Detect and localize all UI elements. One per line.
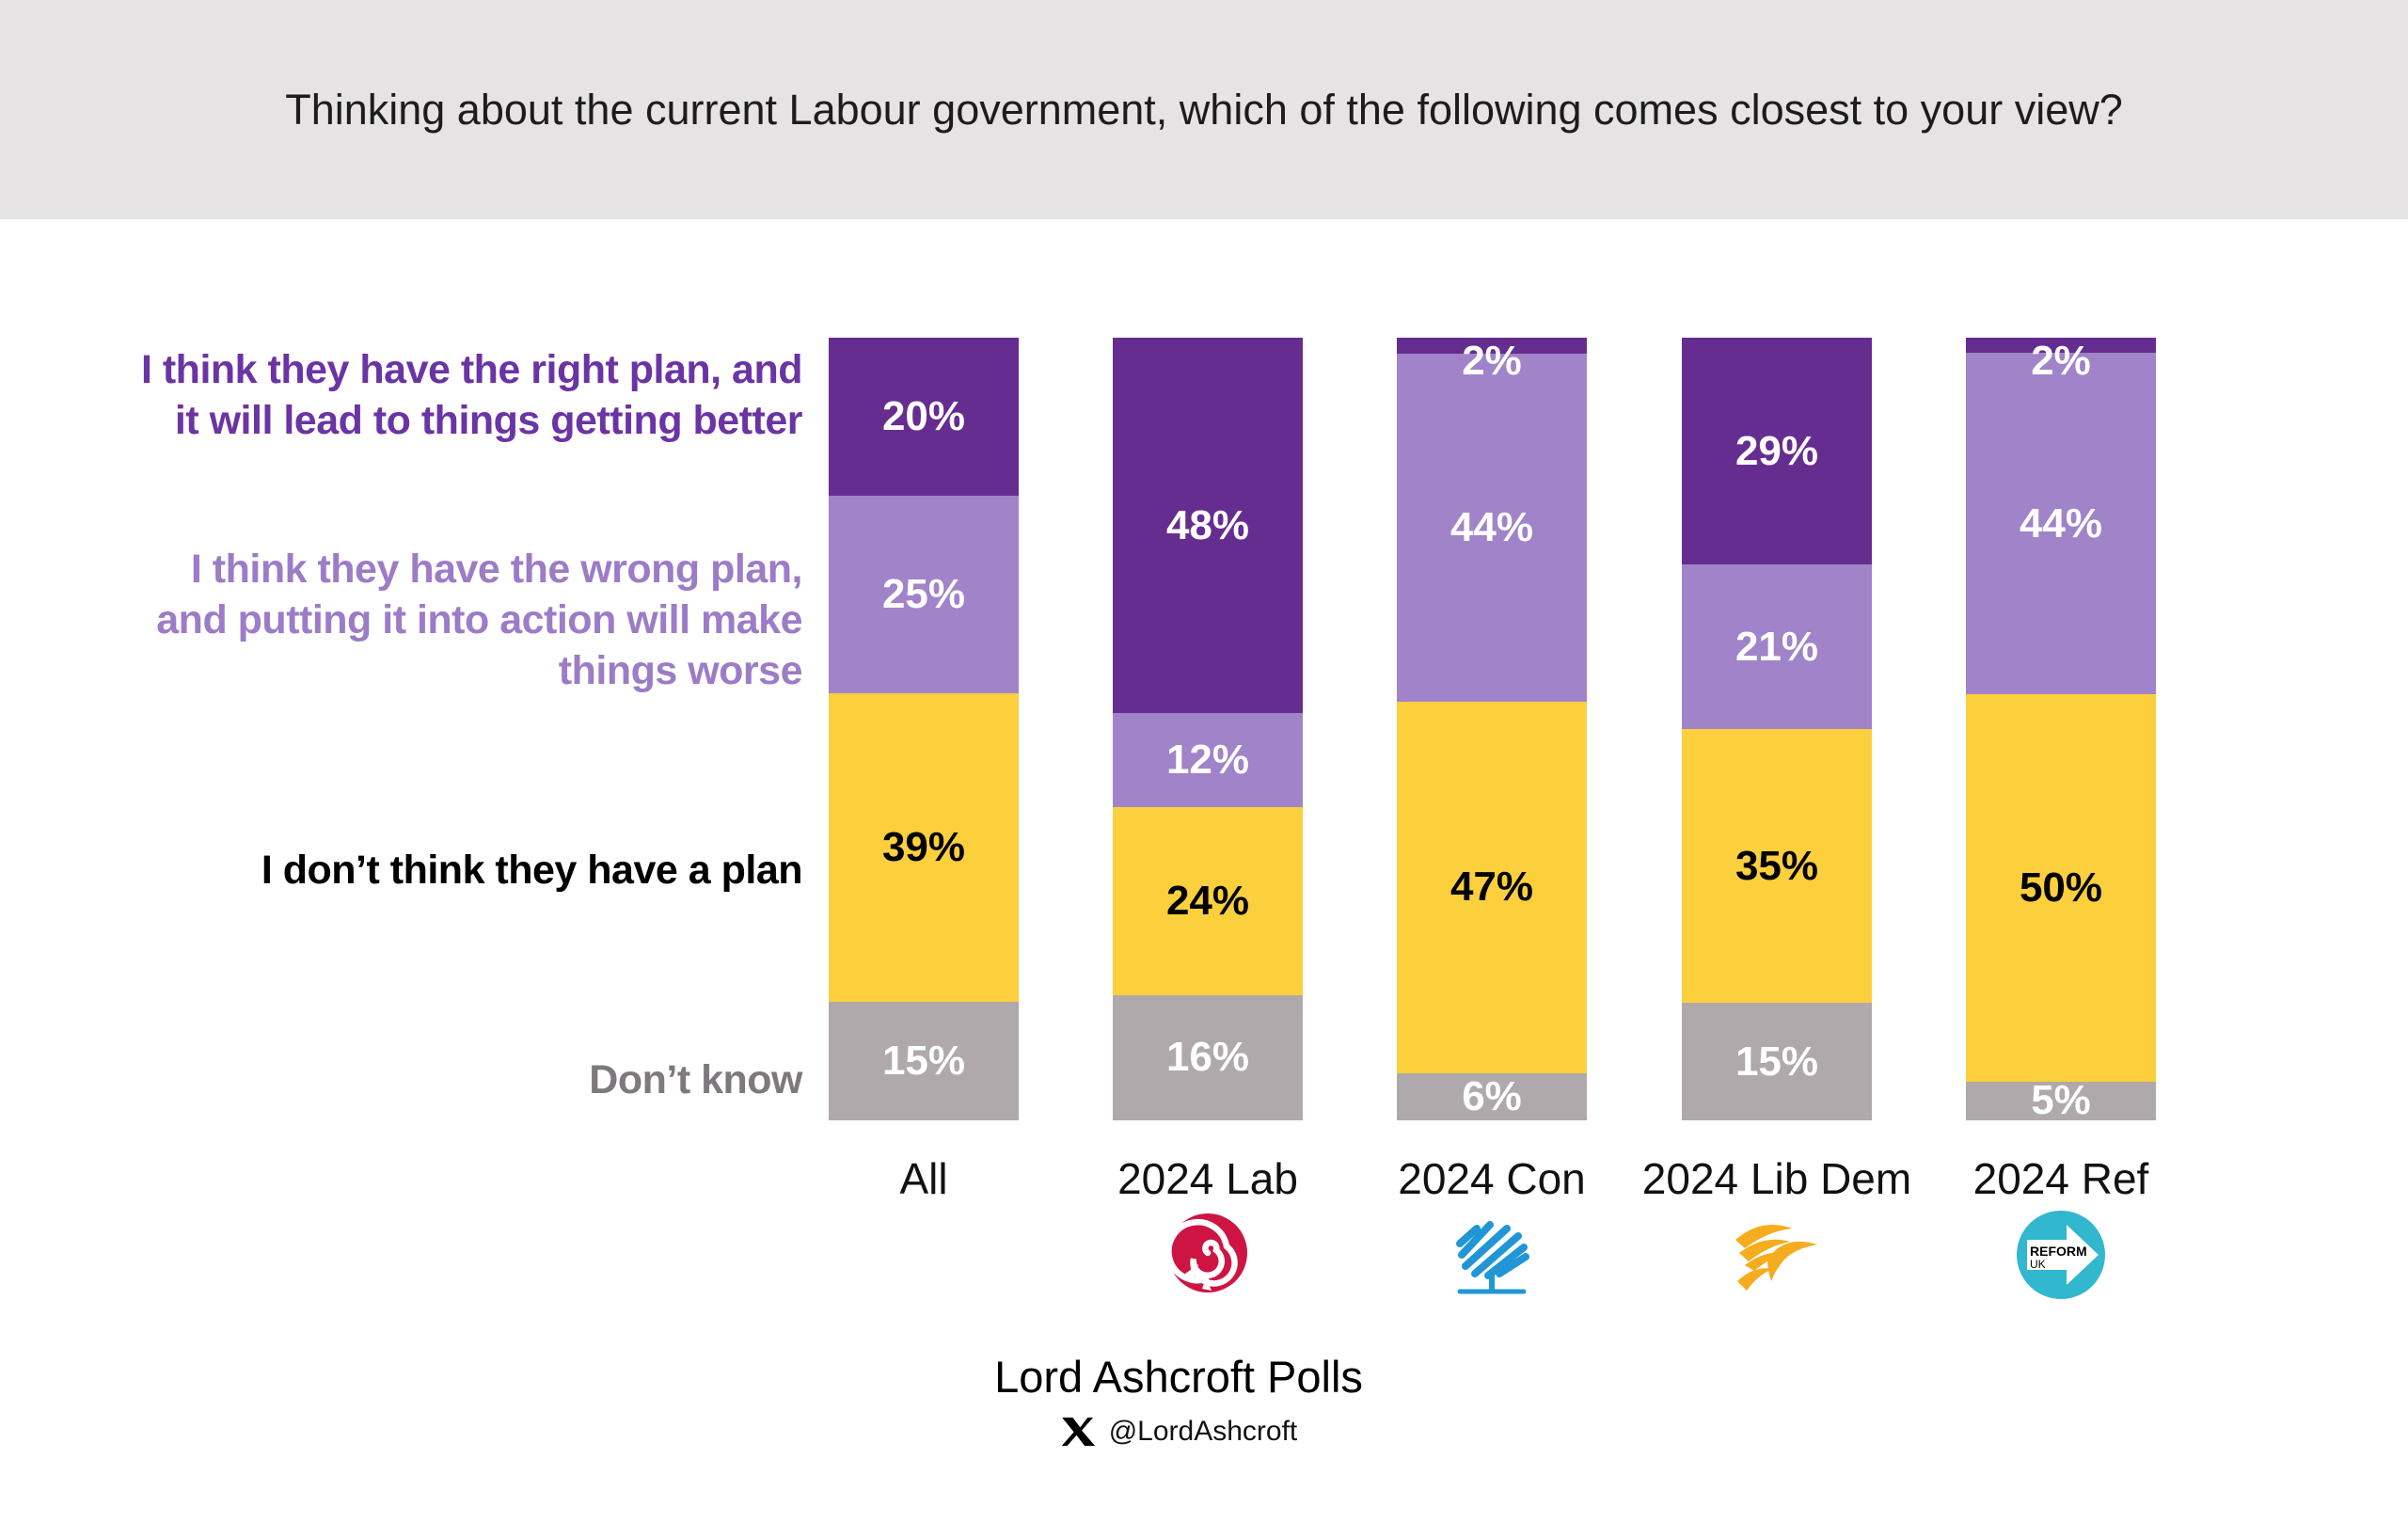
bar-segment: 29% <box>1682 338 1872 565</box>
segment-value-label: 47% <box>1450 864 1534 911</box>
bar-column: 20% 25% 39% 15% <box>829 338 1019 1120</box>
category-label-con: 2024 Con <box>1398 1154 1586 1203</box>
bar-segment: 44% <box>1397 353 1587 702</box>
row-label-line: Don’t know <box>589 1057 802 1102</box>
segment-value-label: 50% <box>2019 864 2103 911</box>
bar-segment: 44% <box>1966 353 2156 694</box>
bar-segment: 35% <box>1682 729 1872 1004</box>
bar-segment: 6% <box>1397 1072 1587 1120</box>
row-label-dont-know: Don’t know <box>589 1054 802 1105</box>
segment-value-label: 48% <box>1165 501 1250 548</box>
social-handle-row: @LordAshcroft <box>614 1413 1743 1451</box>
segment-value-label: 12% <box>1165 737 1250 784</box>
category-label-lab: 2024 Lab <box>1117 1154 1298 1203</box>
segment-value-label: 44% <box>2019 499 2103 547</box>
segment-value-label: 35% <box>1735 842 1819 889</box>
x-handle: @LordAshcroft <box>1108 1416 1298 1447</box>
row-label-line: I think they have the wrong plan, <box>190 547 803 592</box>
bar-segment: 2% <box>1966 338 2156 382</box>
bar-segment: 47% <box>1397 701 1587 1073</box>
bar-segment: 15% <box>1682 1003 1872 1120</box>
svg-text:UK: UK <box>2030 1258 2046 1271</box>
category-label-ref: 2024 Ref <box>1972 1154 2149 1203</box>
segment-value-label: 2% <box>2031 338 2091 384</box>
bar-segment: 20% <box>829 338 1019 497</box>
segment-value-label: 15% <box>1735 1038 1819 1085</box>
bar-column: 2% 44% 50% 5% <box>1966 338 2156 1124</box>
reform-uk-icon: REFORM UK <box>2014 1208 2108 1302</box>
segment-value-label: 21% <box>1735 623 1819 670</box>
bar-segment: 2% <box>1397 338 1587 382</box>
segment-value-label: 44% <box>1450 503 1534 550</box>
bar-segment: 50% <box>1966 693 2156 1082</box>
bar-column: 48% 12% 24% 16% <box>1113 338 1303 1121</box>
labour-rose-icon <box>1161 1208 1255 1302</box>
conservative-tree-icon <box>1445 1208 1539 1302</box>
row-label-wrong-plan: I think they have the wrong plan, and pu… <box>156 544 802 696</box>
segment-value-label: 29% <box>1735 427 1819 474</box>
page-title: Thinking about the current Labour govern… <box>285 85 2123 134</box>
bar-segment: 39% <box>829 693 1019 1002</box>
row-label-line: it will lead to things getting better <box>174 398 803 443</box>
libdem-bird-icon <box>1730 1208 1824 1302</box>
row-label-line: things worse <box>558 648 803 693</box>
bar-column: 29% 21% 35% 15% <box>1682 338 1872 1120</box>
segment-value-label: 24% <box>1165 878 1250 925</box>
bar-segment: 25% <box>829 496 1019 694</box>
segment-value-label: 2% <box>1462 338 1522 384</box>
source-title: Lord Ashcroft Polls <box>994 1352 1363 1402</box>
segment-value-label: 15% <box>881 1037 966 1084</box>
bar-segment: 5% <box>1966 1077 2156 1124</box>
row-label-line: and putting it into action will make <box>156 597 802 642</box>
bar-column: 2% 44% 47% 6% <box>1397 338 1587 1120</box>
row-label-right-plan: I think they have the right plan, and it… <box>140 344 803 446</box>
bar-segment: 12% <box>1113 713 1303 808</box>
row-label-line: I think they have the right plan, and <box>140 347 803 392</box>
segment-value-label: 20% <box>881 393 966 440</box>
segment-value-label: 16% <box>1165 1034 1250 1081</box>
bar-segment: 16% <box>1113 994 1303 1121</box>
segment-value-label: 5% <box>2031 1077 2091 1124</box>
row-label-line: I don’t think they have a plan <box>261 848 803 893</box>
segment-value-label: 25% <box>881 571 966 618</box>
question-header: Thinking about the current Labour govern… <box>0 0 2408 219</box>
bar-segment: 24% <box>1113 807 1303 995</box>
row-label-no-plan: I don’t think they have a plan <box>261 845 803 896</box>
svg-text:REFORM: REFORM <box>2030 1244 2087 1259</box>
category-label-all: All <box>899 1154 948 1203</box>
segment-value-label: 6% <box>1462 1072 1522 1119</box>
bar-segment: 48% <box>1113 338 1303 714</box>
segment-value-label: 39% <box>881 824 966 871</box>
bar-segment: 15% <box>829 1001 1019 1120</box>
bar-segment: 21% <box>1682 564 1872 729</box>
x-logo-icon <box>1061 1418 1095 1446</box>
category-label-libdem: 2024 Lib Dem <box>1641 1154 1912 1203</box>
